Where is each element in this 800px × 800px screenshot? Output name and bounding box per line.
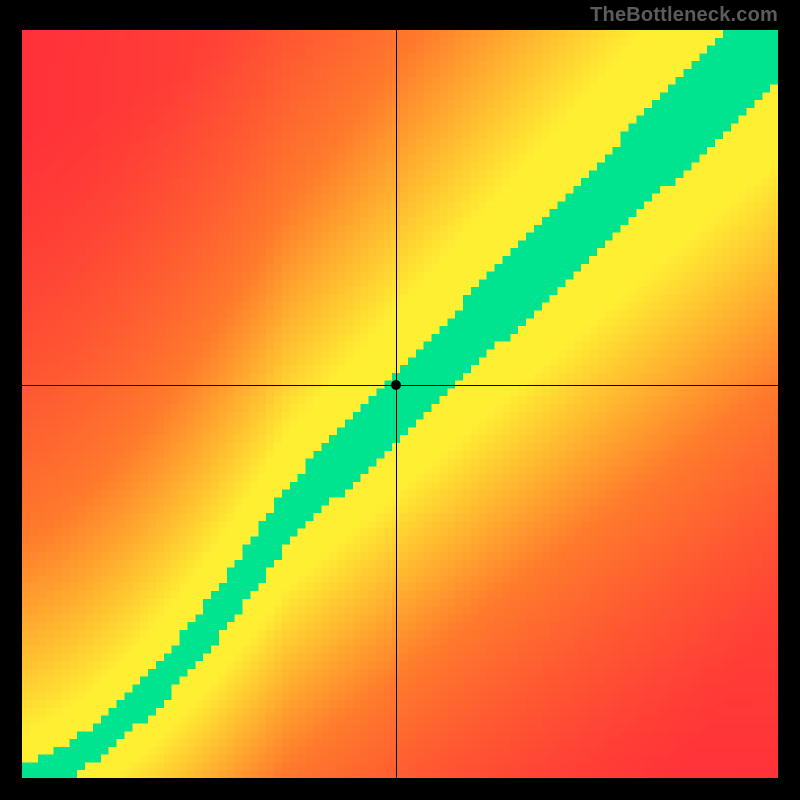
- chart-frame: TheBottleneck.com: [0, 0, 800, 800]
- source-label: TheBottleneck.com: [590, 4, 778, 27]
- plot-area: [22, 30, 778, 778]
- crosshair-marker: [391, 380, 401, 390]
- crosshair-vertical: [396, 30, 397, 778]
- heatmap-canvas: [22, 30, 778, 778]
